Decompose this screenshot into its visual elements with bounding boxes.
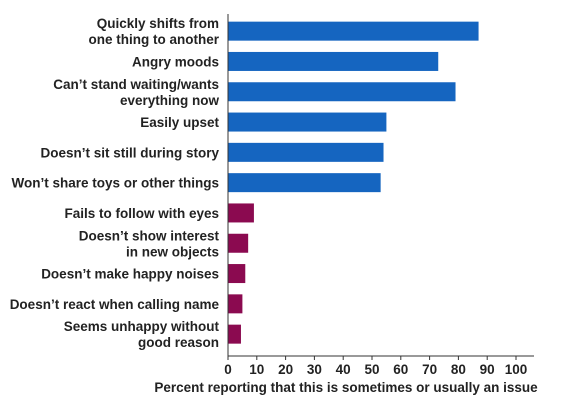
category-label-0: Quickly shifts from one thing to another [89,16,220,47]
x-tick-label-2: 20 [278,362,293,377]
category-label-4: Doesn’t sit still during story [40,145,219,160]
bar-10 [228,324,241,344]
bar-1 [228,51,439,71]
x-axis-title: Percent reporting that this is sometimes… [154,380,538,395]
category-label-10: Seems unhappy without good reason [64,319,220,350]
bar-7 [228,233,249,253]
x-tick-label-0: 0 [224,362,232,377]
category-label-1: Angry moods [132,54,219,69]
bar-4 [228,142,384,162]
category-label-8: Doesn’t make happy noises [41,267,219,282]
x-tick-label-10: 100 [505,362,528,377]
category-label-5: Won’t share toys or other things [11,176,219,191]
bar-6 [228,203,254,223]
bar-0 [228,21,479,41]
x-axis: 0 10 20 30 40 50 60 70 80 90 100 [224,14,534,377]
x-tick-label-9: 90 [480,362,495,377]
bar-5 [228,173,381,193]
category-label-9: Doesn’t react when calling name [10,297,220,312]
category-label-6: Fails to follow with eyes [64,206,219,221]
x-tick-label-7: 70 [422,362,437,377]
x-tick-label-6: 60 [393,362,408,377]
category-label-2: Can’t stand waiting/wants everything now [53,77,219,108]
x-tick-label-8: 80 [451,362,466,377]
bar-9 [228,294,243,314]
x-tick-label-4: 40 [336,362,351,377]
category-label-7: Doesn’t show interest in new objects [79,228,220,259]
x-tick-label-5: 50 [364,362,379,377]
bar-3 [228,112,387,132]
bars-layer [228,21,479,344]
category-labels: Quickly shifts from one thing to another A… [10,16,220,350]
bar-2 [228,82,456,102]
x-tick-label-3: 30 [307,362,322,377]
bar-8 [228,264,246,284]
x-tick-label-1: 10 [249,362,264,377]
category-label-3: Easily upset [140,115,219,130]
